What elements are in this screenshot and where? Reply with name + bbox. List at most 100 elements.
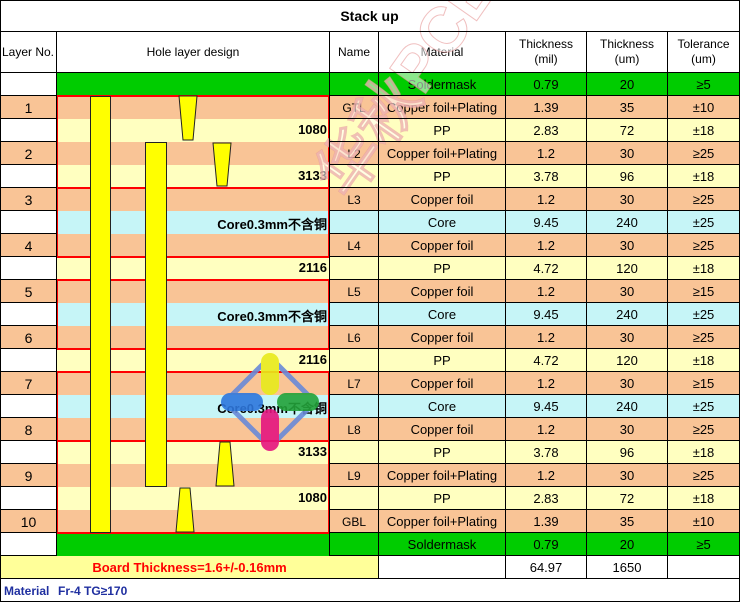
thickness-mil-cell: 0.79 (506, 533, 586, 556)
tolerance-cell: ±10 (668, 96, 739, 119)
grid-line (329, 187, 740, 188)
grid-line (0, 141, 57, 142)
layer-name (330, 211, 378, 234)
board-thickness-bg (1, 556, 378, 578)
hole-design-band (57, 303, 329, 326)
layer-name (330, 533, 378, 556)
grid-line (329, 279, 740, 280)
layer-name (330, 349, 378, 372)
material-cell: Core (379, 211, 505, 234)
layer-name: L7 (330, 372, 378, 395)
grid-line (329, 417, 740, 418)
grid-line (329, 164, 740, 165)
thickness-um-cell: 96 (587, 165, 667, 188)
layer-number (1, 257, 56, 280)
tolerance-cell: ±18 (668, 487, 739, 510)
thickness-um-cell: 30 (587, 372, 667, 395)
layer-number (1, 73, 56, 96)
thickness-mil-cell: 4.72 (506, 257, 586, 280)
material-cell: Copper foil+Plating (379, 142, 505, 165)
table-row: PP 4.72 120 ±18 (0, 257, 740, 280)
table-row: PP 3.78 96 ±18 (0, 441, 740, 464)
layer-number (1, 533, 56, 556)
layer-number (1, 303, 56, 326)
layer-number (1, 395, 56, 418)
total-mil: 64.97 (529, 559, 563, 575)
crosshair-logo-icon (221, 353, 319, 451)
table-row: Soldermask 0.79 20 ≥5 (0, 73, 740, 96)
material-cell: Core (379, 303, 505, 326)
tolerance-cell: ≥25 (668, 326, 739, 349)
tolerance-cell: ≥25 (668, 188, 739, 211)
grid-line (0, 95, 57, 96)
grid-line (329, 371, 740, 372)
grid-line (0, 555, 57, 556)
grid-line (505, 555, 506, 579)
table-row: 4 L4 Copper foil 1.2 30 ≥25 (0, 234, 740, 257)
material-cell: PP (379, 487, 505, 510)
layer-name: L6 (330, 326, 378, 349)
layer-number (1, 487, 56, 510)
layer-name: GTL (330, 96, 378, 119)
layer-number (1, 165, 56, 188)
grid-line (329, 118, 740, 119)
table-row: 5 L5 Copper foil 1.2 30 ≥15 (0, 280, 740, 303)
layer-name: L9 (330, 464, 378, 487)
material-cell: Copper foil (379, 234, 505, 257)
material-cell: PP (379, 257, 505, 280)
design-label: 2116 (298, 352, 327, 367)
grid-line (0, 164, 57, 165)
thickness-um-cell: 72 (587, 119, 667, 142)
thickness-mil-cell: 1.2 (506, 234, 586, 257)
layer-name (330, 257, 378, 280)
layer-name: L5 (330, 280, 378, 303)
layer-number (1, 119, 56, 142)
tolerance-cell: ≥25 (668, 464, 739, 487)
thickness-mil-cell: 1.2 (506, 142, 586, 165)
thickness-mil-cell: 1.2 (506, 188, 586, 211)
layer-number: 5 (1, 280, 56, 303)
grid-line (329, 509, 740, 510)
thickness-um-cell: 35 (587, 510, 667, 533)
design-label: 3133 (298, 168, 327, 183)
design-label: 2116 (298, 260, 327, 275)
thickness-mil-cell: 1.2 (506, 418, 586, 441)
thickness-mil-cell: 4.72 (506, 349, 586, 372)
thickness-mil-cell: 1.39 (506, 96, 586, 119)
hole-design-band (57, 257, 329, 280)
table-row: Soldermask 0.79 20 ≥5 (0, 533, 740, 556)
table-row: Core 9.45 240 ±25 (0, 395, 740, 418)
tolerance-cell: ±18 (668, 257, 739, 280)
board-thickness-text: Board Thickness=1.6+/-0.16mm (92, 559, 287, 575)
grid-line (0, 578, 740, 579)
material-cell: Core (379, 395, 505, 418)
material-cell: PP (379, 119, 505, 142)
grid-line (586, 555, 587, 579)
thickness-um-cell: 240 (587, 211, 667, 234)
grid-line (0, 532, 57, 533)
thickness-um-cell: 30 (587, 142, 667, 165)
grid-line (0, 256, 57, 257)
table-row: 7 L7 Copper foil 1.2 30 ≥15 (0, 372, 740, 395)
tolerance-cell: ±18 (668, 349, 739, 372)
material-cell: Copper foil+Plating (379, 96, 505, 119)
material-cell: Soldermask (379, 73, 505, 96)
header-layer-no: Layer No. (1, 44, 55, 59)
grid-line (0, 348, 57, 349)
grid-line (329, 394, 740, 395)
grid-line (329, 348, 740, 349)
thickness-um-cell: 120 (587, 257, 667, 280)
header-hole-design: Hole layer design (146, 44, 240, 59)
thickness-mil-cell: 0.79 (506, 73, 586, 96)
grid-line (329, 233, 740, 234)
thickness-mil-cell: 2.83 (506, 119, 586, 142)
grid-line (0, 463, 57, 464)
material-label: Material (4, 583, 50, 598)
grid-line (0, 440, 57, 441)
tolerance-cell: ≥25 (668, 234, 739, 257)
table-row: Core 9.45 240 ±25 (0, 211, 740, 234)
layer-name: L4 (330, 234, 378, 257)
grid-line (329, 210, 740, 211)
hole-design-band (57, 280, 329, 303)
tolerance-cell: ≥15 (668, 372, 739, 395)
